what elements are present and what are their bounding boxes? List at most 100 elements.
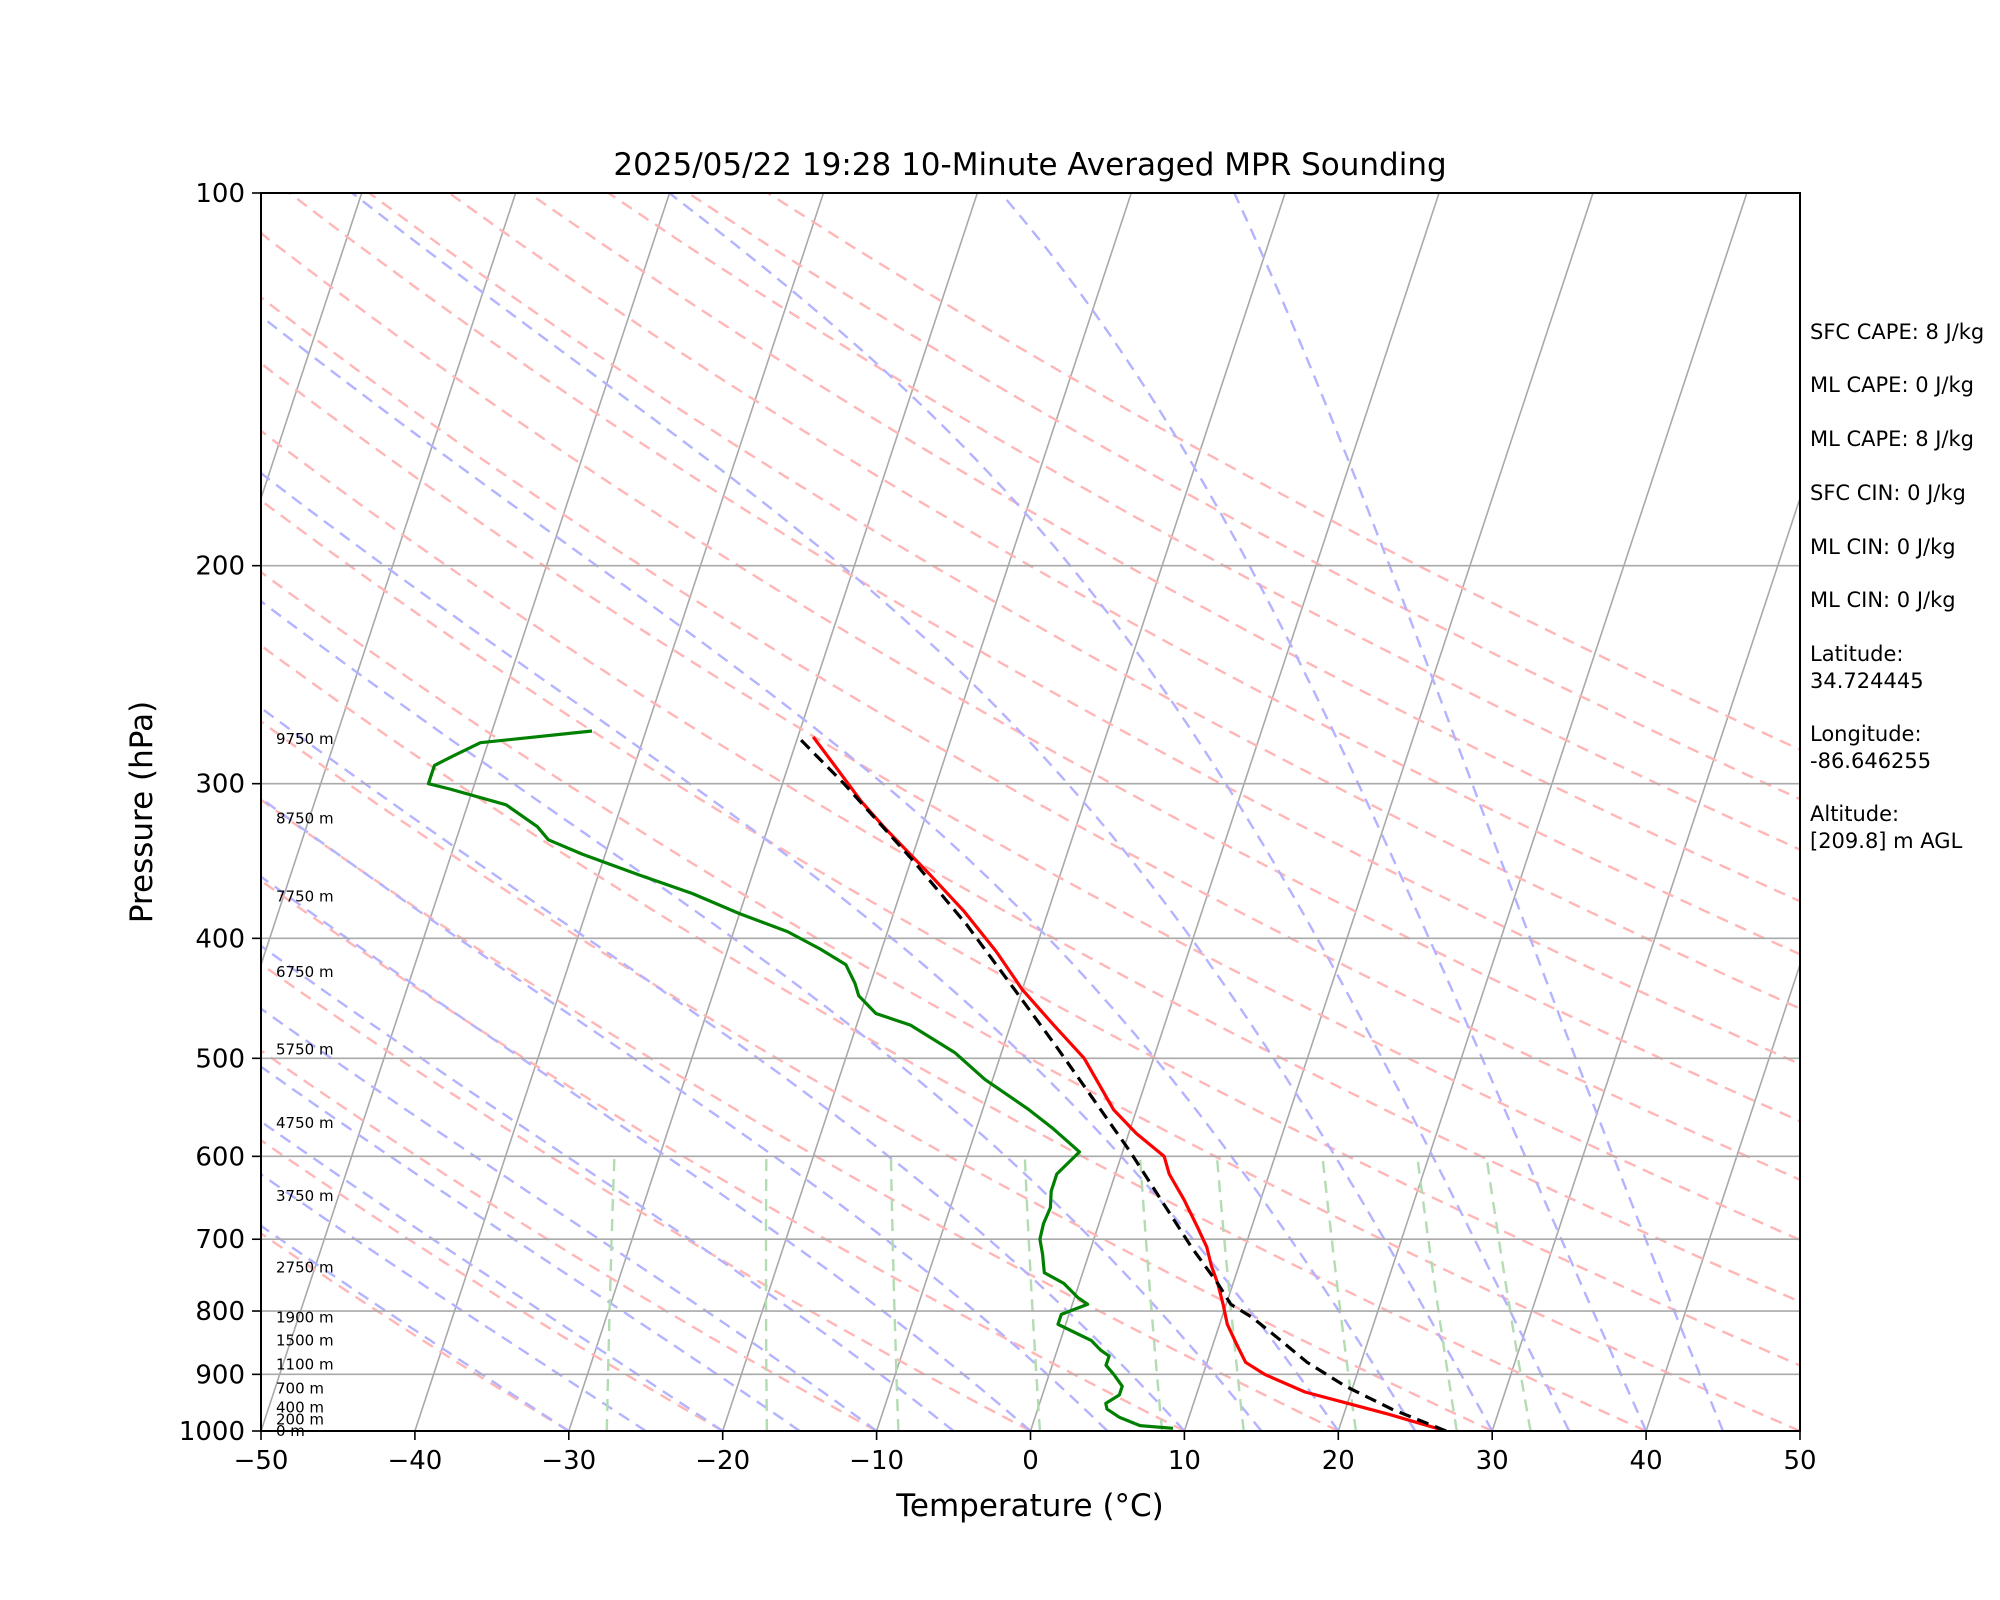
height-label: 1900 m [276, 1309, 334, 1327]
moist-adiabat-line [261, 1007, 878, 1431]
moist-adiabat-line [351, 193, 1494, 1431]
altitude-value: [209.8] m AGL [1810, 829, 1963, 853]
dry-adiabat-line [261, 429, 1800, 1304]
dewpoint-line [426, 729, 1174, 1430]
moist-adiabat-line [1233, 193, 1725, 1431]
dry-adiabat-line [261, 295, 1800, 1182]
y-axis-label: Pressure (hPa) [124, 701, 160, 923]
dry-adiabat-line [261, 879, 1185, 1431]
x-tick-label: −20 [695, 1446, 750, 1476]
stat-ml-cape-2: ML CAPE: 8 J/kg [1810, 427, 1974, 451]
height-label: 400 m [276, 1398, 324, 1416]
isotherm-line [261, 193, 671, 1431]
pressure-gridlines [261, 193, 1800, 1431]
y-tick-label: 1000 [179, 1417, 245, 1447]
x-tick-label: 40 [1630, 1446, 1663, 1476]
y-tick-label: 400 [195, 924, 245, 954]
x-axis: −50 −40 −30 −20 −10 0 10 20 30 40 50 [234, 1431, 1817, 1476]
sounding-stats: SFC CAPE: 8 J/kg ML CAPE: 0 J/kg ML CAPE… [1810, 320, 1984, 853]
moist-adiabat-line [999, 193, 1648, 1431]
x-tick-label: 20 [1322, 1446, 1355, 1476]
dry-adiabats [261, 193, 1800, 1431]
x-tick-label: −30 [541, 1446, 596, 1476]
stat-ml-cape: ML CAPE: 0 J/kg [1810, 373, 1974, 397]
x-tick-label: −10 [849, 1446, 904, 1476]
moist-adiabat-line [668, 193, 1571, 1431]
x-axis-label: Temperature (°C) [895, 1488, 1164, 1524]
isotherms [261, 193, 1800, 1431]
isotherm-line [1029, 193, 1440, 1431]
dry-adiabat-line [261, 1138, 724, 1431]
parcel-path-line [796, 735, 1447, 1431]
dry-adiabat-line [528, 193, 1800, 903]
sounding-series [426, 729, 1447, 1431]
stat-ml-cin: ML CIN: 0 J/kg [1810, 535, 1956, 559]
height-label: 3750 m [276, 1187, 334, 1205]
y-tick-label: 800 [195, 1297, 245, 1327]
dry-adiabat-line [261, 644, 1647, 1431]
y-tick-label: 100 [195, 179, 245, 209]
stat-ml-cin-2: ML CIN: 0 J/kg [1810, 588, 1956, 612]
isotherm-line [261, 193, 517, 968]
height-label: 7750 m [276, 887, 334, 905]
dry-adiabat-line [261, 798, 1339, 1431]
height-label: 2750 m [276, 1259, 334, 1277]
x-tick-label: 0 [1022, 1446, 1039, 1476]
dry-adiabat-line [261, 361, 1800, 1242]
moist-adiabat-line [261, 796, 1109, 1431]
dry-adiabat-line [368, 193, 1800, 1010]
isotherm-line [1491, 495, 1800, 1431]
x-tick-label: 10 [1168, 1446, 1201, 1476]
latitude-value: 34.724445 [1810, 669, 1924, 693]
isotherm-line [1183, 193, 1594, 1431]
isotherm-line [875, 193, 1286, 1431]
x-tick-label: −50 [234, 1446, 289, 1476]
isotherm-line [1337, 193, 1748, 1431]
temperature-line [811, 735, 1447, 1431]
x-tick-label: −40 [387, 1446, 442, 1476]
latitude-label: Latitude: [1810, 642, 1904, 666]
height-label: 0 m [276, 1422, 305, 1440]
moist-adiabat-line [261, 314, 1417, 1431]
y-tick-label: 900 [195, 1360, 245, 1390]
moist-adiabat-line [261, 706, 1186, 1431]
y-axis: 1000 900 800 700 600 500 400 300 200 100 [179, 179, 261, 1447]
moist-adiabat-line [261, 599, 1263, 1431]
longitude-label: Longitude: [1810, 722, 1922, 746]
dry-adiabat-line [607, 193, 1800, 851]
dry-adiabat-line [261, 570, 1800, 1431]
stat-sfc-cin: SFC CIN: 0 J/kg [1810, 481, 1966, 505]
y-tick-label: 700 [195, 1225, 245, 1255]
y-tick-label: 300 [195, 770, 245, 800]
isotherm-line [261, 193, 363, 501]
height-label: 9750 m [276, 730, 334, 748]
height-label: 4750 m [276, 1114, 334, 1132]
height-label: 200 m [276, 1411, 324, 1429]
moist-adiabat-line [261, 471, 1340, 1431]
dry-adiabat-line [261, 1231, 570, 1431]
x-tick-label: 50 [1783, 1446, 1816, 1476]
dry-adiabat-line [261, 720, 1493, 1431]
y-tick-label: 200 [195, 552, 245, 582]
dry-adiabat-line [767, 193, 1800, 751]
isotherm-line [1645, 962, 1800, 1431]
x-tick-label: 30 [1476, 1446, 1509, 1476]
isotherm-line [721, 193, 1132, 1431]
stat-sfc-cape: SFC CAPE: 8 J/kg [1810, 320, 1984, 344]
dry-adiabat-line [288, 193, 1800, 1066]
dry-adiabat-line [261, 498, 1800, 1367]
height-label: 6750 m [276, 963, 334, 981]
chart-title: 2025/05/22 19:28 10-Minute Averaged MPR … [613, 147, 1446, 183]
y-tick-label: 500 [195, 1044, 245, 1074]
height-label: 1100 m [276, 1356, 334, 1374]
height-label: 5750 m [276, 1041, 334, 1059]
background-lines [261, 193, 1800, 1431]
height-label: 700 m [276, 1380, 324, 1398]
longitude-value: -86.646255 [1810, 749, 1931, 773]
y-tick-label: 600 [195, 1142, 245, 1172]
isotherm-line [568, 193, 979, 1431]
height-label: 8750 m [276, 809, 334, 827]
moist-adiabats [261, 193, 1725, 1431]
